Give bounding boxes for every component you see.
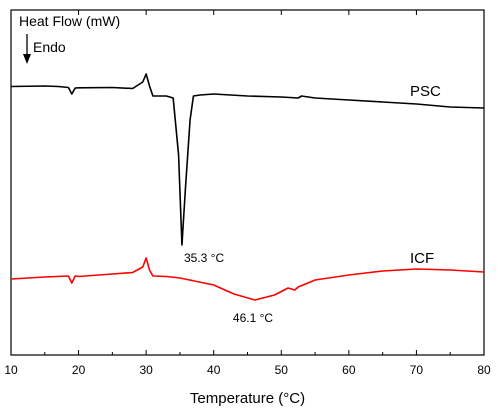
x-tick-label: 10: [4, 363, 18, 377]
series-line-psc: [10, 73, 485, 246]
endo-arrowhead-icon: [23, 54, 31, 64]
x-axis-label: Temperature (°C): [190, 390, 305, 407]
series-label-psc: PSC: [410, 83, 441, 100]
x-tick-label: 60: [342, 363, 356, 377]
series-label-icf: ICF: [410, 250, 434, 267]
x-tick-label: 50: [275, 363, 289, 377]
x-tick-label: 70: [410, 363, 424, 377]
x-tick-label: 20: [72, 363, 86, 377]
y-axis-label: Heat Flow (mW): [19, 13, 120, 29]
series-line-icf: [10, 257, 485, 301]
x-tick-label: 80: [477, 363, 491, 377]
endo-label: Endo: [33, 39, 66, 55]
plot-frame: [10, 9, 485, 356]
peak-annotation-psc: 35.3 °C: [184, 251, 224, 265]
x-tick-label: 40: [207, 363, 221, 377]
peak-annotation-icf: 46.1 °C: [233, 311, 273, 325]
x-tick-label: 30: [139, 363, 153, 377]
